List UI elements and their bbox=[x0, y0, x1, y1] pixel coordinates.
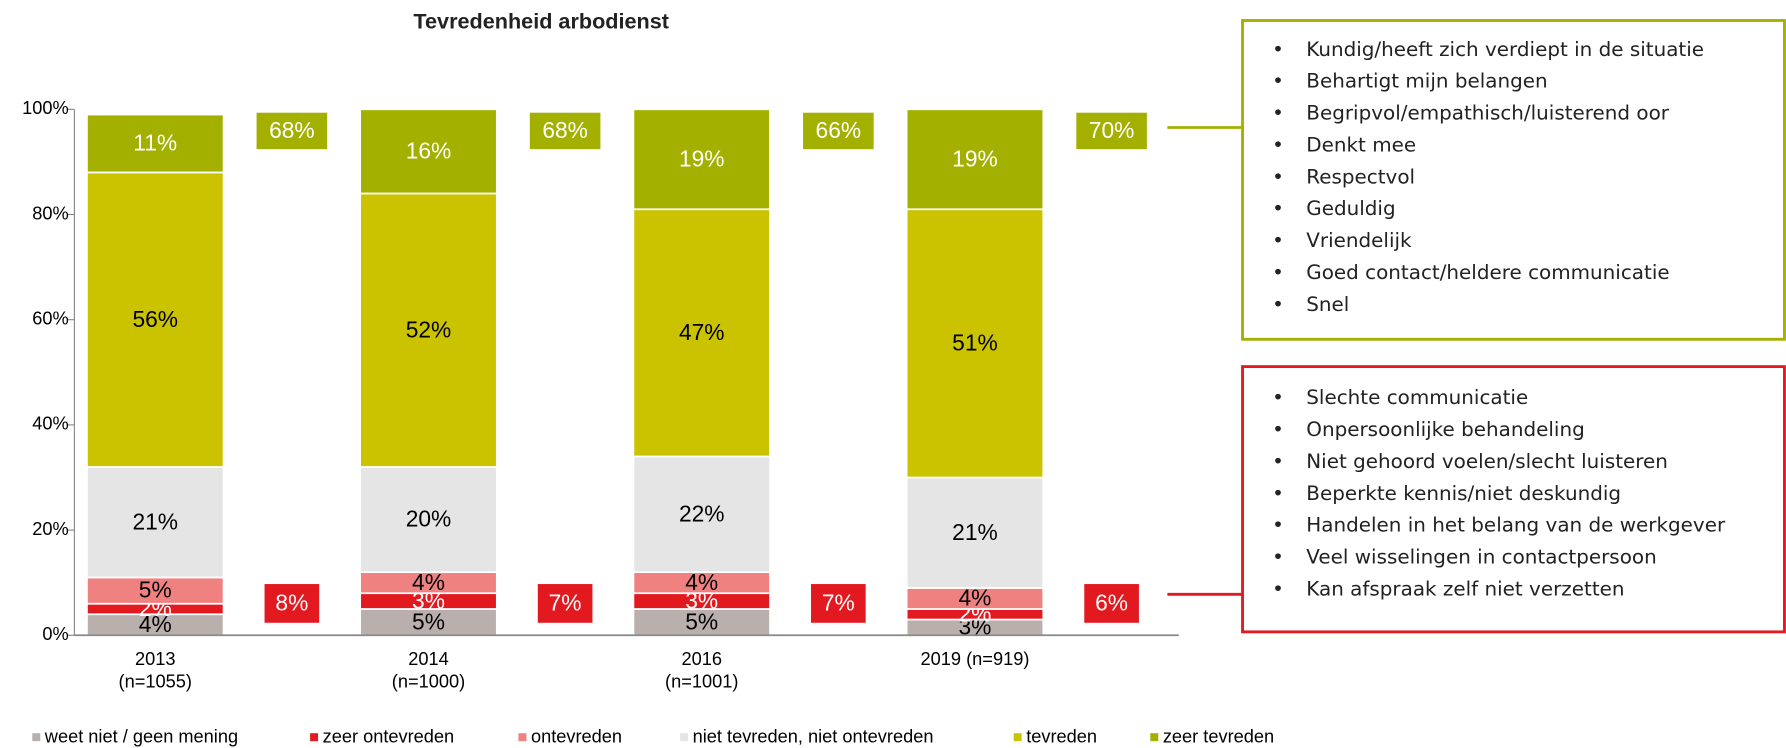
legend-label: weet niet / geen mening bbox=[44, 727, 238, 747]
reason: Veel wisselingen in contactpersoon bbox=[1243, 542, 1785, 574]
reason: Begripvol/empathisch/luisterend oor bbox=[1243, 98, 1785, 130]
x-tick-label-holder: 2016 (n=1001) bbox=[665, 650, 739, 693]
x-tick-label-holder: 2014 (n=1000) bbox=[391, 650, 466, 693]
bar-segment bbox=[359, 192, 498, 468]
legend-label: zeer tevreden bbox=[1163, 727, 1274, 747]
y-tick-label: 20% bbox=[32, 519, 68, 539]
data-label: 4% bbox=[959, 585, 992, 611]
legend-label: ontevreden bbox=[531, 727, 622, 747]
total-box bbox=[256, 112, 328, 150]
y-tick-label: 0% bbox=[42, 624, 68, 644]
bar-segment bbox=[632, 108, 771, 211]
negative-list: Slechte communicatieOnpersoonlijke behan… bbox=[1243, 383, 1785, 606]
total-label: 70% bbox=[1089, 117, 1135, 143]
reason: Respectvol bbox=[1243, 162, 1785, 194]
data-label: 47% bbox=[679, 319, 725, 345]
total-box bbox=[264, 584, 320, 623]
legend-swatch bbox=[310, 733, 319, 742]
total-label: 66% bbox=[816, 117, 862, 143]
total-box bbox=[537, 584, 593, 623]
total-box bbox=[803, 112, 874, 150]
x-tick-label: 2019 (n=919) bbox=[920, 650, 1030, 670]
data-label: 51% bbox=[952, 330, 998, 356]
total-label: 7% bbox=[822, 590, 855, 616]
reason: Onpersoonlijke behandeling bbox=[1243, 414, 1785, 446]
total-label: 6% bbox=[1095, 590, 1128, 616]
total-box bbox=[1084, 584, 1139, 623]
x-tick-label-holder: 2019 (n=919) bbox=[920, 650, 1030, 670]
data-label: 20% bbox=[406, 506, 452, 532]
reason: Beperkte kennis/niet deskundig bbox=[1243, 478, 1785, 510]
reason: Denkt mee bbox=[1243, 130, 1785, 162]
data-label: 16% bbox=[406, 138, 452, 164]
legend-swatch bbox=[518, 733, 527, 742]
total-box bbox=[1076, 112, 1147, 150]
reason: Snel bbox=[1243, 289, 1785, 321]
legend-label: niet tevreden, niet ontevreden bbox=[693, 727, 934, 747]
bar-segment bbox=[359, 466, 498, 574]
data-label: 4% bbox=[139, 611, 172, 637]
total-box bbox=[811, 584, 866, 623]
data-label: 19% bbox=[952, 145, 998, 171]
legend-label: tevreden bbox=[1026, 727, 1097, 747]
data-label: 5% bbox=[139, 577, 172, 603]
y-tick-label: 80% bbox=[32, 203, 68, 223]
data-label: 19% bbox=[679, 145, 725, 171]
legend-swatch bbox=[32, 733, 41, 742]
x-tick-label-holder: 2013 (n=1055) bbox=[118, 650, 192, 693]
data-label: 56% bbox=[132, 306, 178, 332]
bar-segment bbox=[905, 108, 1045, 211]
data-label: 5% bbox=[412, 608, 445, 634]
legend-swatch bbox=[1150, 733, 1159, 742]
data-label: 11% bbox=[133, 130, 177, 156]
negative-list-holder: Slechte communicatieOnpersoonlijke behan… bbox=[1243, 383, 1785, 628]
bar-segment bbox=[86, 113, 225, 174]
legend-swatch bbox=[680, 733, 689, 742]
data-label: 5% bbox=[685, 608, 718, 634]
x-tick-label: 2014 (n=1000) bbox=[391, 650, 466, 693]
reason: Kundig/heeft zich verdiept in de situati… bbox=[1243, 34, 1785, 66]
total-label: 8% bbox=[275, 590, 308, 616]
reason: Kan afspraak zelf niet verzetten bbox=[1243, 574, 1785, 606]
legend-swatch bbox=[1013, 733, 1022, 742]
y-tick-label: 100% bbox=[22, 98, 69, 118]
y-tick-label: 40% bbox=[32, 414, 68, 434]
positive-list-holder: Kundig/heeft zich verdiept in de situati… bbox=[1243, 34, 1785, 332]
reason: Goed contact/heldere communicatie bbox=[1243, 257, 1785, 289]
total-label: 68% bbox=[269, 117, 315, 143]
bar-segment bbox=[632, 208, 771, 458]
x-tick-label: 2013 (n=1055) bbox=[118, 650, 192, 693]
data-label: 21% bbox=[132, 508, 178, 534]
total-label: 7% bbox=[549, 590, 582, 616]
total-box bbox=[529, 112, 601, 150]
bar-segment bbox=[359, 108, 498, 195]
legend-label: zeer ontevreden bbox=[323, 727, 455, 747]
bar-segment bbox=[905, 476, 1045, 589]
positive-list: Kundig/heeft zich verdiept in de situati… bbox=[1243, 34, 1785, 321]
reason: Geduldig bbox=[1243, 194, 1785, 226]
reason: Handelen in het belang van de werkgever bbox=[1243, 510, 1785, 542]
data-label: 52% bbox=[406, 316, 452, 342]
chart-title: Tevredenheid arbodienst bbox=[413, 8, 669, 33]
reason: Slechte communicatie bbox=[1243, 383, 1785, 415]
bar-segment bbox=[86, 171, 225, 468]
reason: Vriendelijk bbox=[1243, 225, 1785, 257]
bar-segment bbox=[632, 455, 771, 574]
total-label: 68% bbox=[542, 117, 588, 143]
y-tick-label: 60% bbox=[32, 309, 68, 329]
data-label: 22% bbox=[679, 500, 725, 526]
data-label: 21% bbox=[952, 519, 998, 545]
x-tick-label: 2016 (n=1001) bbox=[665, 650, 739, 693]
reason: Behartigt mijn belangen bbox=[1243, 66, 1785, 98]
data-label: 4% bbox=[685, 569, 718, 595]
reason: Niet gehoord voelen/slecht luisteren bbox=[1243, 446, 1785, 478]
data-label: 4% bbox=[412, 569, 445, 595]
